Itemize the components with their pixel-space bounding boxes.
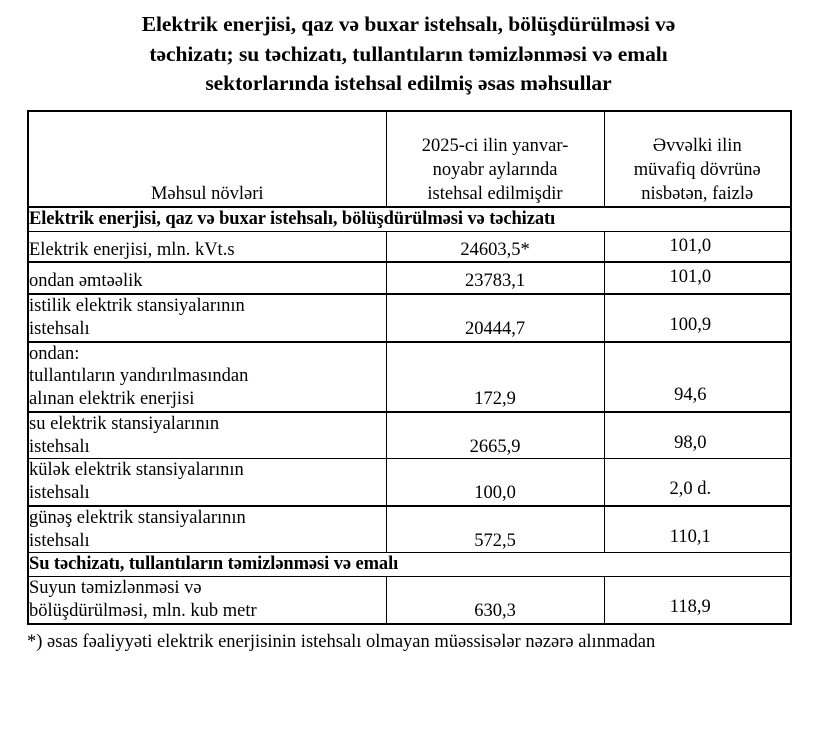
row-percent-solar-plants: 110,1 [603,505,792,554]
table-footnote: *) əsas fəaliyyəti elektrik enerjisinin … [27,631,656,652]
title-line-1: Elektrik enerjisi, qaz və buxar istehsal… [141,12,676,36]
column-header-percent-line-3: nisbətən, faizlə [641,183,754,204]
row-label-hydro-plants: su elektrik stansiyalarının istehsalı [27,411,387,460]
row-value-water-treatment: 630,3 [385,576,605,625]
row-value-marketable: 23783,1 [385,261,605,296]
row-percent-marketable: 101,0 [603,261,792,296]
row-label-electricity-total: Elektrik enerjisi, mln. kVt.s [27,230,387,264]
table-row: istilik elektrik stansiyalarının istehsa… [27,293,792,343]
row-label-water-treatment: Suyun təmizlənməsi və bölüşdürülməsi, ml… [27,576,387,625]
row-value-electricity-total: 24603,5* [385,230,605,264]
row-value-thermal-plants: 20444,7 [385,293,605,343]
column-header-percent-line-2: müvafiq dövrünə [633,159,761,180]
table-row: külək elektrik stansiyalarının istehsalı… [27,458,792,507]
row-label-waste-incineration: ondan: tullantıların yandırılmasından al… [27,341,387,413]
column-header-percent-vs-prior: Əvvəlki ilin müvafiq dövrünə nisbətən, f… [603,110,792,208]
row-label-thermal-plants: istilik elektrik stansiyalarının istehsa… [27,293,387,343]
row-value-wind-plants: 100,0 [385,458,605,507]
column-header-produced-line-2: noyabr aylarında [432,159,558,180]
section-header-water-supply-waste: Su təchizatı, tullantıların təmizlənməsi… [27,552,792,578]
table-row: günəş elektrik stansiyalarının istehsalı… [27,505,792,554]
row-percent-wind-plants: 2,0 d. [603,458,792,507]
column-header-produced-line-3: istehsal edilmişdir [427,183,563,204]
column-header-product-type: Məhsul növləri [27,110,387,208]
row-percent-hydro-plants: 98,0 [603,411,792,460]
table-row: Suyun təmizlənməsi və bölüşdürülməsi, ml… [27,576,792,625]
section-header-electricity-gas-steam: Elektrik enerjisi, qaz və buxar istehsal… [27,206,792,232]
row-percent-electricity-total: 101,0 [603,230,792,264]
row-percent-waste-incineration: 94,6 [603,341,792,413]
row-value-hydro-plants: 2665,9 [385,411,605,460]
row-label-marketable: ondan əmtəəlik [27,261,387,296]
row-label-solar-plants: günəş elektrik stansiyalarının istehsalı [27,505,387,554]
column-header-produced-line-1: 2025-ci ilin yanvar- [421,135,569,156]
table-row: Elektrik enerjisi, mln. kVt.s 24603,5* 1… [27,230,792,264]
column-header-produced-amount: 2025-ci ilin yanvar- noyabr aylarında is… [385,110,605,208]
table-row: ondan: tullantıların yandırılmasından al… [27,341,792,413]
table-header-row: Məhsul növləri 2025-ci ilin yanvar- noya… [27,110,792,208]
page-title: Elektrik enerjisi, qaz və buxar istehsal… [0,0,817,99]
row-value-solar-plants: 572,5 [385,505,605,554]
row-value-waste-incineration: 172,9 [385,341,605,413]
title-line-3: sektorlarında istehsal edilmiş əsas məhs… [205,71,612,96]
row-label-wind-plants: külək elektrik stansiyalarının istehsalı [27,458,387,507]
row-percent-thermal-plants: 100,9 [603,293,792,343]
section-header-row: Elektrik enerjisi, qaz və buxar istehsal… [27,206,792,232]
title-line-2: təchizatı; su təchizatı, tullantıların t… [149,41,668,66]
statistics-table: Məhsul növləri 2025-ci ilin yanvar- noya… [27,109,792,625]
table-body: Elektrik enerjisi, qaz və buxar istehsal… [27,206,792,625]
statistics-table-wrapper: Məhsul növləri 2025-ci ilin yanvar- noya… [27,109,792,625]
row-percent-water-treatment: 118,9 [603,576,792,625]
column-header-percent-line-1: Əvvəlki ilin [652,135,742,156]
table-row: su elektrik stansiyalarının istehsalı 26… [27,411,792,460]
table-row: ondan əmtəəlik 23783,1 101,0 [27,261,792,296]
section-header-row: Su təchizatı, tullantıların təmizlənməsi… [27,552,792,578]
